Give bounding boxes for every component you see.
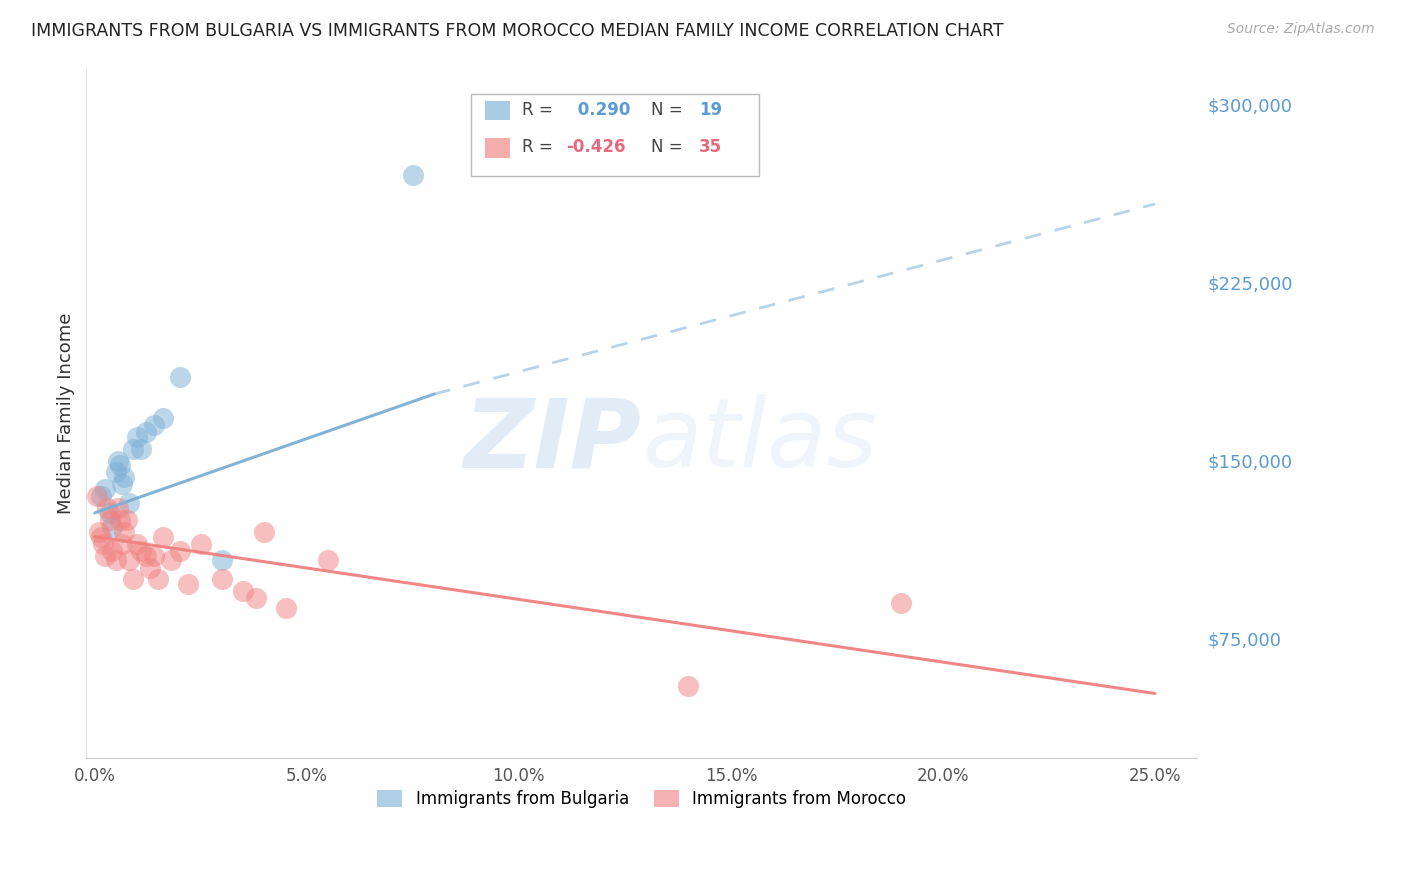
Text: R =: R = — [522, 101, 553, 119]
Point — [232, 584, 254, 599]
Point — [190, 537, 212, 551]
Point — [139, 560, 162, 574]
Point — [143, 417, 166, 432]
Point — [90, 530, 112, 544]
Text: R =: R = — [522, 138, 553, 156]
Point — [245, 591, 267, 606]
Point — [148, 573, 170, 587]
Point — [160, 553, 183, 567]
Point — [135, 425, 157, 439]
Point — [135, 549, 157, 563]
Point — [211, 573, 233, 587]
Point — [152, 410, 174, 425]
Point — [127, 537, 149, 551]
Text: atlas: atlas — [641, 394, 877, 487]
Point — [169, 370, 191, 384]
Point — [100, 544, 122, 558]
Text: 0.290: 0.290 — [572, 101, 631, 119]
Point — [131, 442, 153, 456]
Y-axis label: Median Family Income: Median Family Income — [58, 312, 75, 514]
Point — [98, 506, 121, 520]
Point — [169, 544, 191, 558]
Point — [96, 501, 118, 516]
Point — [115, 513, 138, 527]
Text: IMMIGRANTS FROM BULGARIA VS IMMIGRANTS FROM MOROCCO MEDIAN FAMILY INCOME CORRELA: IMMIGRANTS FROM BULGARIA VS IMMIGRANTS F… — [31, 22, 1004, 40]
Point — [107, 501, 129, 516]
Point — [98, 513, 121, 527]
Point — [107, 453, 129, 467]
Text: N =: N = — [651, 138, 682, 156]
Point — [91, 537, 114, 551]
Point — [143, 549, 166, 563]
Point — [678, 679, 700, 693]
Point — [90, 489, 112, 503]
Point — [110, 458, 132, 473]
Point — [111, 477, 134, 491]
Point — [114, 524, 136, 539]
Point — [110, 513, 132, 527]
Point — [122, 442, 145, 456]
Point — [100, 520, 122, 534]
Legend: Immigrants from Bulgaria, Immigrants from Morocco: Immigrants from Bulgaria, Immigrants fro… — [371, 783, 912, 814]
Text: N =: N = — [651, 101, 682, 119]
Text: 35: 35 — [699, 138, 721, 156]
Point — [152, 530, 174, 544]
Point — [889, 596, 911, 610]
Point — [122, 573, 145, 587]
Point — [87, 524, 110, 539]
Point — [118, 496, 141, 510]
Point — [211, 553, 233, 567]
Point — [402, 169, 425, 183]
Text: 19: 19 — [699, 101, 721, 119]
Point — [253, 524, 276, 539]
Point — [131, 544, 153, 558]
Point — [118, 553, 141, 567]
Text: -0.426: -0.426 — [567, 138, 626, 156]
Point — [177, 577, 200, 591]
Point — [94, 482, 117, 496]
Point — [316, 553, 339, 567]
Point — [104, 553, 127, 567]
Point — [104, 466, 127, 480]
Point — [274, 601, 297, 615]
Point — [111, 537, 134, 551]
Point — [86, 489, 108, 503]
Text: Source: ZipAtlas.com: Source: ZipAtlas.com — [1227, 22, 1375, 37]
Point — [127, 430, 149, 444]
Point — [114, 470, 136, 484]
Text: ZIP: ZIP — [464, 394, 641, 487]
Point — [94, 549, 117, 563]
